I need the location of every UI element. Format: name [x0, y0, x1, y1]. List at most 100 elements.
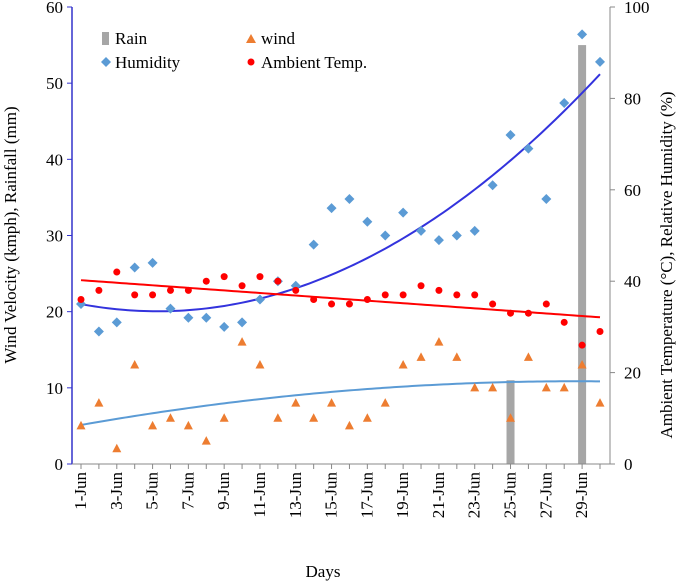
- y-left-tick-label: 50: [46, 74, 63, 93]
- wind-point: [434, 337, 444, 346]
- y-left-tick-label: 20: [46, 303, 63, 322]
- y-right-tick-label: 80: [624, 89, 641, 108]
- ambient-temp-point: [238, 282, 246, 290]
- wind-point: [506, 413, 516, 422]
- ambient-temp-point: [435, 286, 443, 294]
- y-right-tick-label: 40: [624, 272, 641, 291]
- humidity-point: [344, 193, 355, 204]
- legend-humidity-swatch: [101, 57, 111, 67]
- x-tick-label: 25-Jun: [501, 472, 520, 519]
- wind-point: [362, 413, 372, 422]
- wind-point: [237, 337, 247, 346]
- x-tick-label: 7-Jun: [178, 472, 197, 510]
- humidity-point: [487, 180, 498, 191]
- rain-bars: [506, 45, 587, 464]
- wind-point: [541, 382, 551, 392]
- ambient-temp-point: [131, 291, 139, 299]
- legend-rain-label: Rain: [115, 29, 148, 48]
- x-axis-title: Days: [306, 562, 341, 581]
- y-left-tick-label: 10: [46, 379, 63, 398]
- y-left-tick-label: 30: [46, 227, 63, 246]
- humidity-point: [362, 216, 373, 227]
- legend-temp-label: Ambient Temp.: [261, 53, 367, 72]
- axes: 0 10 20 30 40 50 60 0 20 40 60 80 100 1-Jun 3-Jun 5-Jun…: [46, 0, 650, 518]
- humidity-point: [523, 143, 534, 154]
- wind-point: [183, 420, 193, 430]
- humidity-point: [183, 312, 194, 323]
- humidity-point: [416, 225, 427, 236]
- humidity-point: [559, 97, 570, 108]
- x-tick-label: 1-Jun: [71, 472, 90, 510]
- x-tick-label: 11-Jun: [250, 472, 269, 518]
- ambient-temp-point: [471, 291, 479, 299]
- y-right-axis-title: Ambient Temperature (°C), Relative Humid…: [657, 91, 676, 438]
- ambient-temp-point: [345, 300, 353, 308]
- wind-point: [416, 352, 426, 361]
- wind-point: [523, 352, 533, 361]
- legend-humidity-label: Humidity: [115, 53, 181, 72]
- ambient-temp-point: [292, 286, 300, 294]
- x-tick-label: 19-Jun: [393, 472, 412, 519]
- ambient-temp-point: [489, 300, 497, 308]
- humidity-point: [201, 312, 212, 323]
- y-right-tick-label: 100: [624, 0, 650, 17]
- x-tick-label: 9-Jun: [214, 472, 233, 510]
- humidity-point: [237, 317, 248, 328]
- humidity-point: [505, 129, 516, 140]
- ambient-temp-point: [363, 295, 371, 303]
- ambient-temp-point: [328, 300, 336, 308]
- y-right-tick-label: 60: [624, 181, 641, 200]
- ambient-temp-point: [184, 286, 192, 294]
- legend-wind-swatch: [246, 34, 256, 43]
- x-tick-label: 15-Jun: [322, 472, 341, 519]
- x-tick-label: 13-Jun: [286, 472, 305, 519]
- humidity-point: [93, 326, 104, 337]
- legend: Rain wind Humidity Ambient Temp.: [101, 29, 367, 72]
- wind-point: [327, 398, 337, 407]
- humidity-point: [254, 294, 265, 305]
- ambient-temp-point: [578, 341, 586, 349]
- humidity-point: [541, 193, 552, 204]
- humidity-point: [147, 257, 158, 268]
- wind-point: [255, 359, 265, 369]
- ambient-temp-point: [507, 309, 515, 317]
- wind-point: [559, 382, 569, 392]
- wind-point: [130, 359, 140, 369]
- legend-temp-swatch: [247, 58, 255, 66]
- ambient-temp-point: [149, 291, 157, 299]
- wind-point: [577, 359, 587, 369]
- rain-bar: [506, 380, 515, 464]
- wind-point: [309, 413, 319, 422]
- humidity-point: [433, 235, 444, 246]
- wind-point: [94, 398, 104, 407]
- wind-point: [148, 420, 158, 430]
- x-tick-label: 21-Jun: [429, 472, 448, 519]
- ambient-temp-point: [596, 327, 604, 335]
- wind-point: [201, 436, 211, 445]
- wind-point: [291, 398, 301, 407]
- wind-point: [470, 382, 480, 392]
- humidity-point: [129, 262, 140, 273]
- ambient-temp-point: [202, 277, 210, 285]
- wind-point: [219, 413, 229, 422]
- x-tick-label: 29-Jun: [572, 472, 591, 519]
- ambient-temp-point: [417, 282, 425, 290]
- humidity-point: [111, 317, 122, 328]
- humidity-point: [380, 230, 391, 241]
- wind-point: [112, 443, 122, 453]
- ambient-temp-point: [310, 295, 318, 303]
- humidity-point: [595, 56, 605, 67]
- y-right-tick-label: 0: [624, 455, 633, 474]
- wind-point: [452, 352, 462, 361]
- wind-point: [380, 398, 390, 407]
- y-right-tick-label: 20: [624, 364, 641, 383]
- x-tick-label: 23-Jun: [465, 472, 484, 519]
- trendlines: [80, 73, 601, 426]
- humidity-point: [577, 29, 588, 40]
- wind-point: [273, 413, 283, 422]
- y-left-tick-label: 0: [55, 455, 64, 474]
- humidity-point: [308, 239, 319, 250]
- humidity-point: [469, 225, 480, 236]
- ambient-temp-point: [220, 273, 228, 281]
